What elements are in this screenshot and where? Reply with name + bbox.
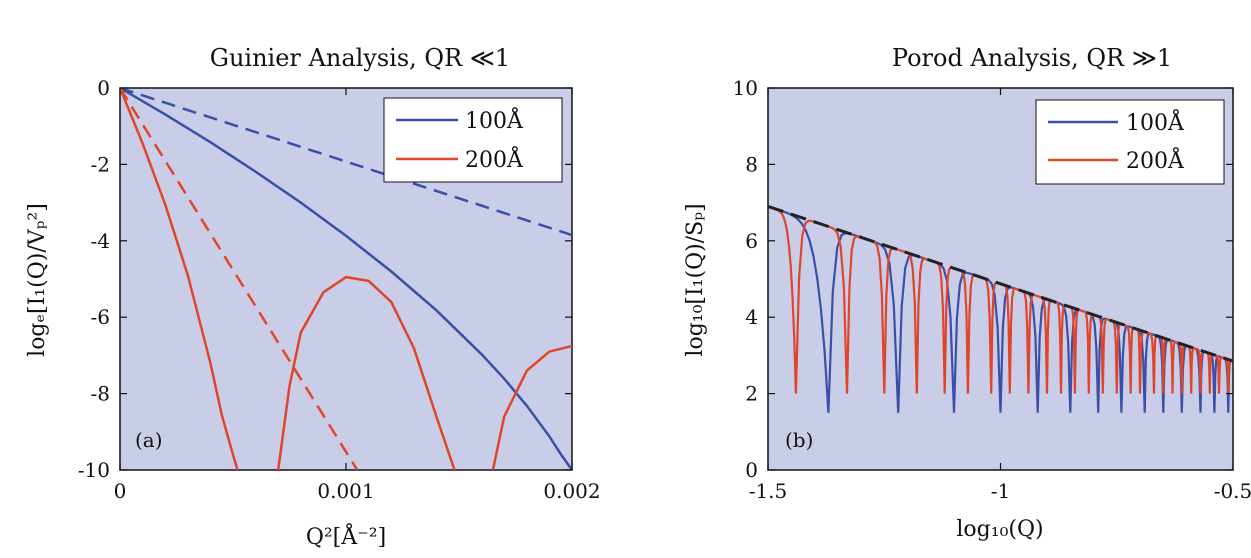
- guinier-series-line: [276, 275, 456, 470]
- porod-xtick-label: -0.5: [1214, 479, 1251, 503]
- guinier-marks: [120, 88, 572, 470]
- porod-ytick-label: 10: [733, 76, 758, 100]
- porod-legend-label-1: 100Å: [1126, 108, 1185, 136]
- guinier-xtick-label: 0: [114, 479, 127, 503]
- porod-xtick-label: -1: [991, 479, 1010, 503]
- porod-ylabel: log₁₀[I₁(Q)/Sₚ]: [683, 203, 708, 356]
- guinier-series-line: [491, 344, 572, 470]
- guinier-xtick-label: 0.002: [543, 479, 600, 503]
- guinier-panel-label: (a): [135, 428, 163, 452]
- porod-xtick-label: -1.5: [749, 479, 788, 503]
- porod-xlabel: log₁₀(Q): [956, 517, 1043, 542]
- guinier-legend: 100Å 200Å: [383, 97, 563, 183]
- guinier-ytick-label: -8: [91, 382, 110, 406]
- porod-marks: [768, 204, 1233, 413]
- guinier-ytick-label: -4: [91, 229, 110, 253]
- porod-ytick-label: 2: [745, 382, 758, 406]
- porod-legend-label-2: 200Å: [1126, 146, 1185, 174]
- guinier-ytick-label: 0: [97, 76, 110, 100]
- guinier-ytick-label: -10: [78, 458, 110, 482]
- guinier-series-line: [120, 88, 572, 470]
- guinier-legend-label-2: 200Å: [465, 145, 524, 173]
- guinier-panel: Guinier Analysis, QR ≪1 0 0.001 0.002 0 -2 -4…: [25, 44, 601, 550]
- guinier-series-line: [120, 88, 572, 237]
- guinier-ytick-label: -6: [91, 305, 110, 329]
- porod-legend: 100Å 200Å: [1035, 99, 1225, 185]
- guinier-series-line: [120, 88, 359, 470]
- porod-ticks: -1.5 -1 -0.5 0 2 4 6 8 10: [733, 76, 1251, 503]
- porod-ytick-label: 0: [745, 458, 758, 482]
- porod-title: Porod Analysis, QR ≫1: [892, 44, 1172, 72]
- porod-porod-line: [768, 204, 1233, 363]
- guinier-xtick-label: 0.001: [317, 479, 374, 503]
- guinier-legend-label-1: 100Å: [465, 106, 524, 134]
- guinier-xlabel: Q²[Å⁻²]: [306, 522, 386, 550]
- porod-ytick-label: 4: [745, 305, 758, 329]
- guinier-series-line: [120, 88, 239, 470]
- guinier-ticks: 0 0.001 0.002 0 -2 -4 -6 -8 -10: [78, 76, 601, 503]
- porod-panel-label: (b): [785, 428, 813, 452]
- guinier-ytick-label: -2: [91, 152, 110, 176]
- porod-ytick-label: 6: [745, 229, 758, 253]
- guinier-title: Guinier Analysis, QR ≪1: [210, 44, 510, 72]
- guinier-ylabel: logₑ[I₁(Q)/Vₚ²]: [25, 203, 50, 357]
- porod-panel: Porod Analysis, QR ≫1 -1.5 -1 -0.50246810 …: [683, 44, 1251, 542]
- porod-ytick-label: 8: [745, 152, 758, 176]
